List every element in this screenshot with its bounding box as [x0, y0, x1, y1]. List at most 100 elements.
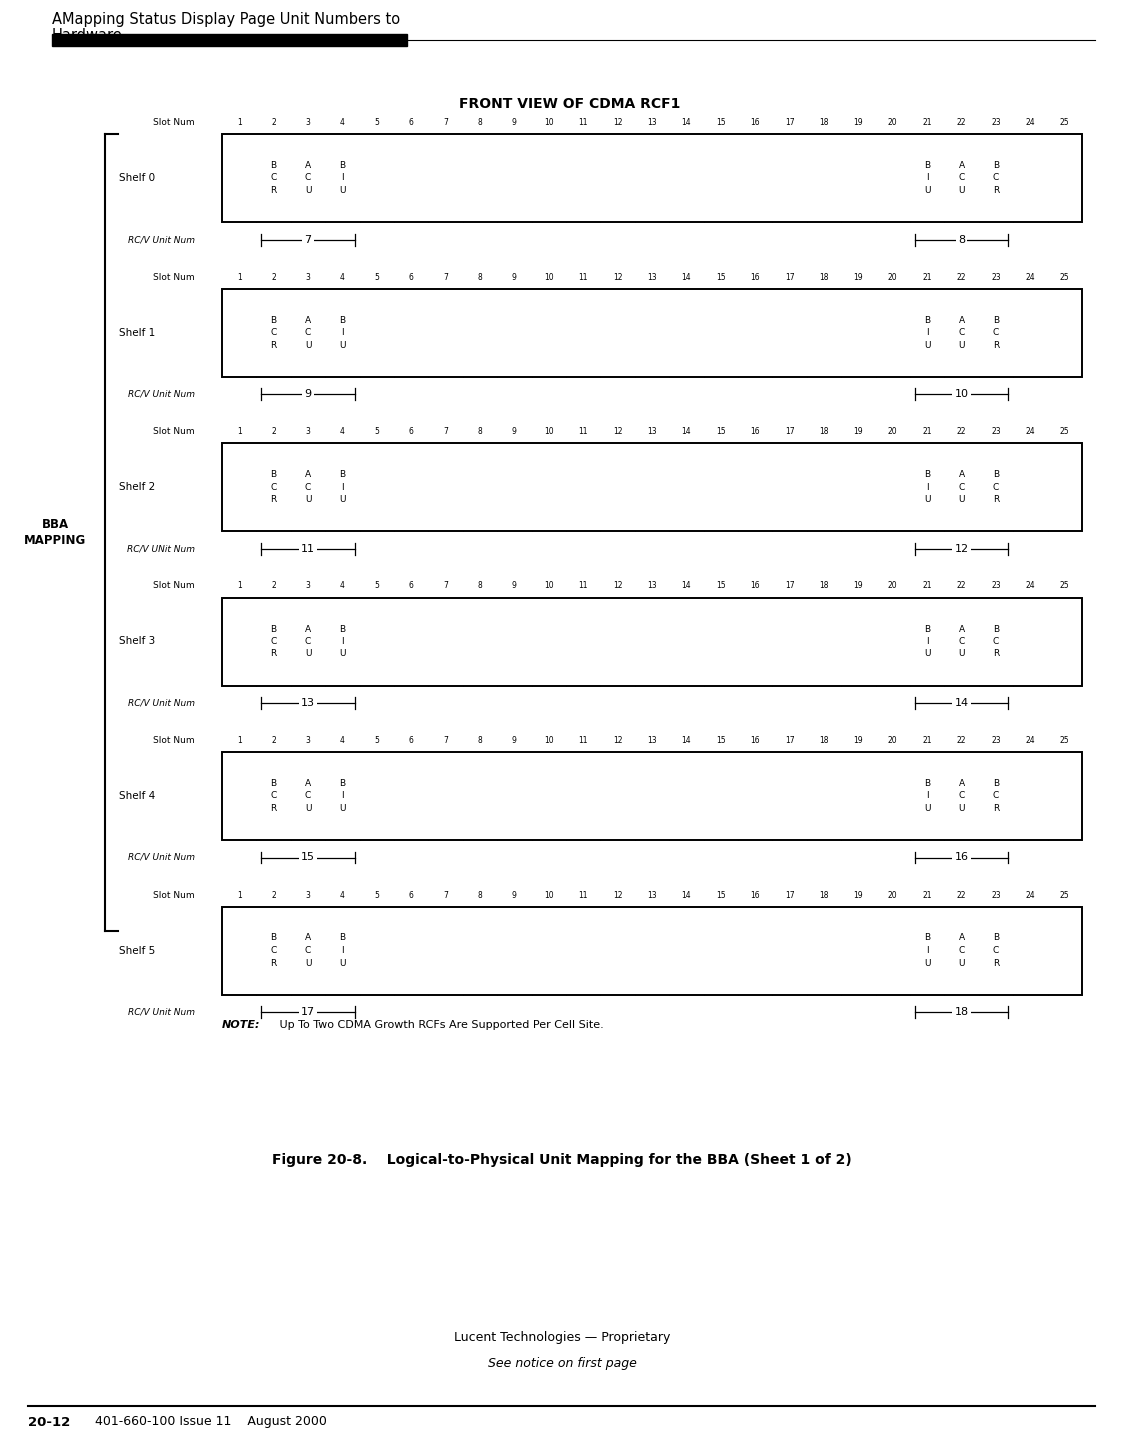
Text: 5: 5 [375, 581, 379, 591]
Text: 5: 5 [375, 891, 379, 900]
Text: 6: 6 [408, 735, 414, 745]
Text: C: C [993, 482, 999, 492]
Text: 3: 3 [306, 891, 310, 900]
Text: 17: 17 [785, 735, 794, 745]
Text: Slot Num: Slot Num [153, 891, 195, 900]
Text: 14: 14 [954, 697, 969, 708]
Text: U: U [339, 186, 345, 195]
Text: R: R [993, 341, 999, 349]
Text: 18: 18 [819, 427, 829, 435]
Text: 5: 5 [375, 272, 379, 281]
Text: 16: 16 [750, 891, 760, 900]
Text: 7: 7 [443, 427, 448, 435]
Text: 3: 3 [306, 427, 310, 435]
Text: A: A [958, 470, 964, 479]
Text: 11: 11 [578, 427, 588, 435]
Text: 9: 9 [305, 389, 312, 399]
Text: C: C [958, 946, 965, 955]
Text: U: U [924, 649, 930, 658]
Text: 22: 22 [957, 272, 966, 281]
Text: 15: 15 [716, 891, 726, 900]
Text: R: R [270, 341, 277, 349]
Text: B: B [924, 470, 930, 479]
Text: 7: 7 [443, 891, 448, 900]
Text: Hardware: Hardware [52, 28, 123, 44]
Text: U: U [305, 186, 312, 195]
Text: Shelf 3: Shelf 3 [119, 636, 155, 646]
Text: C: C [270, 173, 277, 182]
Text: A: A [958, 625, 964, 633]
Text: 6: 6 [408, 891, 414, 900]
Text: 14: 14 [682, 427, 691, 435]
Text: RC/V Unit Num: RC/V Unit Num [128, 1008, 195, 1016]
Text: 23: 23 [991, 272, 1001, 281]
Text: 17: 17 [785, 118, 794, 127]
Text: B: B [924, 162, 930, 170]
Text: 24: 24 [1026, 427, 1035, 435]
Text: 10: 10 [544, 735, 554, 745]
Text: 20: 20 [888, 581, 898, 591]
Text: 4: 4 [340, 118, 345, 127]
Text: RC/V Unit Num: RC/V Unit Num [128, 234, 195, 245]
Text: 13: 13 [647, 427, 657, 435]
Text: 21: 21 [922, 735, 932, 745]
Text: 24: 24 [1026, 581, 1035, 591]
Text: AMapping Status Display Page Unit Numbers to: AMapping Status Display Page Unit Number… [52, 12, 400, 28]
Text: B: B [924, 625, 930, 633]
Text: 19: 19 [854, 891, 863, 900]
Text: 2: 2 [271, 735, 276, 745]
Text: 12: 12 [954, 543, 969, 553]
Text: 1: 1 [237, 272, 242, 281]
Text: R: R [993, 958, 999, 967]
Text: 19: 19 [854, 581, 863, 591]
Bar [52, 33, 407, 47]
Bar [222, 134, 1082, 221]
Text: 23: 23 [991, 735, 1001, 745]
Text: 23: 23 [991, 581, 1001, 591]
Text: Shelf 0: Shelf 0 [119, 173, 155, 183]
Text: 13: 13 [302, 697, 315, 708]
Text: U: U [339, 649, 345, 658]
Text: 9: 9 [512, 581, 516, 591]
Text: 18: 18 [954, 1008, 969, 1016]
Text: 20: 20 [888, 735, 898, 745]
Text: A: A [958, 162, 964, 170]
Text: U: U [924, 495, 930, 504]
Text: A: A [305, 625, 310, 633]
Text: A: A [305, 316, 310, 325]
Text: Slot Num: Slot Num [153, 427, 195, 435]
Text: Shelf 2: Shelf 2 [119, 482, 155, 492]
Text: 16: 16 [955, 853, 969, 862]
Text: R: R [270, 958, 277, 967]
Text: R: R [270, 495, 277, 504]
Text: Shelf 5: Shelf 5 [119, 945, 155, 955]
Text: 11: 11 [302, 543, 315, 553]
Text: B: B [270, 779, 277, 788]
Text: A: A [305, 779, 310, 788]
Text: 12: 12 [613, 891, 622, 900]
Text: RC/V Unit Num: RC/V Unit Num [128, 390, 195, 399]
Text: 21: 21 [922, 891, 932, 900]
Text: I: I [341, 482, 344, 492]
Text: NOTE:: NOTE: [222, 1021, 261, 1029]
Text: See notice on first page: See notice on first page [487, 1357, 637, 1370]
Text: 16: 16 [750, 118, 760, 127]
Text: 25: 25 [1060, 891, 1070, 900]
Text: 8: 8 [478, 427, 483, 435]
Text: Up To Two CDMA Growth RCFs Are Supported Per Cell Site.: Up To Two CDMA Growth RCFs Are Supported… [269, 1021, 604, 1029]
Text: C: C [993, 328, 999, 336]
Text: 19: 19 [854, 272, 863, 281]
Text: C: C [270, 946, 277, 955]
Text: 10: 10 [544, 891, 554, 900]
Text: 12: 12 [613, 272, 622, 281]
Text: B: B [993, 316, 999, 325]
Text: 9: 9 [512, 118, 516, 127]
Text: 6: 6 [408, 118, 414, 127]
Text: 15: 15 [716, 118, 726, 127]
Text: 20-12: 20-12 [28, 1415, 70, 1428]
Text: RC/V Unit Num: RC/V Unit Num [128, 853, 195, 862]
Text: 11: 11 [578, 735, 588, 745]
Text: RC/V UNit Num: RC/V UNit Num [127, 545, 195, 553]
Text: Slot Num: Slot Num [153, 272, 195, 281]
Text: B: B [993, 162, 999, 170]
